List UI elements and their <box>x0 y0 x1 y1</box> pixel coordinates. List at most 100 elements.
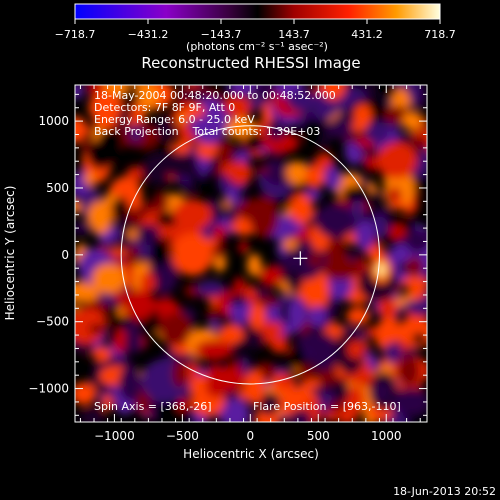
image-pixel-blob <box>248 96 267 108</box>
flare-center-crosshair <box>293 251 308 266</box>
image-pixel-blob <box>355 220 375 252</box>
image-pixel-blob <box>228 161 253 185</box>
image-pixel-blob <box>288 348 307 369</box>
image-pixel-blob <box>79 407 106 422</box>
y-tick-label: 0 <box>61 248 69 262</box>
image-pixel-blob <box>246 253 262 277</box>
image-pixel-blob <box>307 306 327 327</box>
image-pixel-blob <box>136 224 160 246</box>
image-pixel-blob <box>323 411 338 422</box>
image-pixel-blob <box>346 307 371 325</box>
image-pixel-blob <box>244 369 265 405</box>
image-pixel-blob <box>394 387 427 416</box>
image-pixel-blob <box>408 286 426 300</box>
image-pixel-blob <box>84 171 96 186</box>
info-line-time: 18-May-2004 00:48:20.000 to 00:48:52.000 <box>94 89 336 102</box>
image-pixel-blob <box>75 381 97 405</box>
image-pixel-blob <box>182 183 198 196</box>
image-pixel-blob <box>254 166 270 174</box>
y-tick-label: −1000 <box>28 382 69 396</box>
image-pixel-blob <box>365 326 378 338</box>
image-pixel-blob <box>88 323 108 335</box>
image-pixel-blob <box>101 394 114 411</box>
spin-axis-label: Spin Axis = [368,-26] <box>94 400 212 413</box>
image-pixel-blob <box>282 238 298 250</box>
image-pixel-blob <box>206 308 218 321</box>
image-pixel-blob <box>233 277 246 292</box>
image-pixel-blob <box>278 373 294 388</box>
image-pixel-blob <box>75 222 94 234</box>
image-pixel-blob <box>87 201 113 235</box>
image-pixel-blob <box>315 202 358 239</box>
colorbar-tick-label: −718.7 <box>55 28 96 41</box>
image-pixel-blob <box>173 199 213 231</box>
image-pixel-blob <box>209 320 221 330</box>
image-pixel-blob <box>129 123 142 143</box>
image-pixel-blob <box>225 117 257 139</box>
image-pixel-blob <box>250 195 279 239</box>
image-pixel-blob <box>387 224 406 240</box>
solar-limb-circle <box>120 125 380 385</box>
colorbar-tick-label: 718.7 <box>424 28 456 41</box>
image-pixel-blob <box>212 224 227 242</box>
x-tick-label: −1000 <box>94 429 135 443</box>
x-axis-ticks: −1000 −500 0 500 1000 <box>79 85 421 443</box>
image-pixel-blob <box>122 289 156 320</box>
image-pixel-blob <box>155 395 176 422</box>
image-pixel-blob <box>171 233 214 276</box>
image-pixel-blob <box>374 85 397 100</box>
image-pixel-blob <box>112 328 128 354</box>
image-pixel-blob <box>377 297 399 319</box>
colorbar-unit-label: (photons cm⁻² s⁻¹ asec⁻²) <box>186 40 328 53</box>
image-pixel-blob <box>288 298 307 328</box>
colorbar-tick-label: 431.2 <box>351 28 383 41</box>
image-pixel-blob <box>256 392 281 415</box>
image-pixel-blob <box>308 252 323 268</box>
image-pixel-blob <box>161 154 204 178</box>
image-pixel-blob <box>341 185 372 205</box>
x-tick-label: −500 <box>166 429 199 443</box>
image-pixel-blob <box>330 114 358 140</box>
colorbar-tick-label: −143.7 <box>201 28 242 41</box>
image-pixel-blob <box>346 385 365 414</box>
image-pixel-blob <box>370 382 391 402</box>
image-pixel-blob <box>383 342 402 363</box>
image-pixel-blob <box>159 313 192 346</box>
image-pixel-blob <box>196 280 225 297</box>
image-pixel-blob <box>139 271 156 295</box>
image-pixel-blob <box>305 165 327 187</box>
image-pixel-blob <box>98 128 124 154</box>
image-pixel-blob <box>266 118 286 141</box>
y-tick-label: 500 <box>46 181 69 195</box>
image-pixel-blob <box>128 167 142 179</box>
timestamp: 18-Jun-2013 20:52 <box>393 485 496 498</box>
image-pixel-blob <box>184 283 201 298</box>
colorbar <box>74 3 441 20</box>
colorbar-tick-label: 143.7 <box>278 28 310 41</box>
image-pixel-blob <box>321 85 346 101</box>
colorbar-tick-label: −431.2 <box>128 28 169 41</box>
image-pixel-blob <box>170 141 192 154</box>
image-pixel-blob <box>205 376 227 398</box>
image-pixel-blob <box>91 263 126 294</box>
image-pixel-blob <box>124 332 143 354</box>
image-pixel-blob <box>125 244 139 267</box>
image-pixel-blob <box>411 135 427 151</box>
image-pixel-blob <box>397 355 420 387</box>
image-pixel-blob <box>401 276 427 289</box>
x-tick-label: 500 <box>307 429 330 443</box>
x-tick-label: 1000 <box>371 429 402 443</box>
flare-position-label: Flare Position = [963,-110] <box>253 400 401 413</box>
image-pixel-blob <box>182 103 206 119</box>
image-pixel-blob <box>405 256 424 277</box>
image-pixel-blob <box>131 103 145 125</box>
image-pixel-blob <box>295 332 332 352</box>
image-pixel-blob <box>244 132 265 152</box>
image-pixel-blob <box>370 191 386 201</box>
image-pixel-blob <box>195 339 233 361</box>
image-pixel-blob <box>297 363 315 383</box>
image-pixel-blob <box>331 380 350 403</box>
image-pixel-blob <box>179 87 207 103</box>
image-pixel-blob <box>226 203 238 225</box>
